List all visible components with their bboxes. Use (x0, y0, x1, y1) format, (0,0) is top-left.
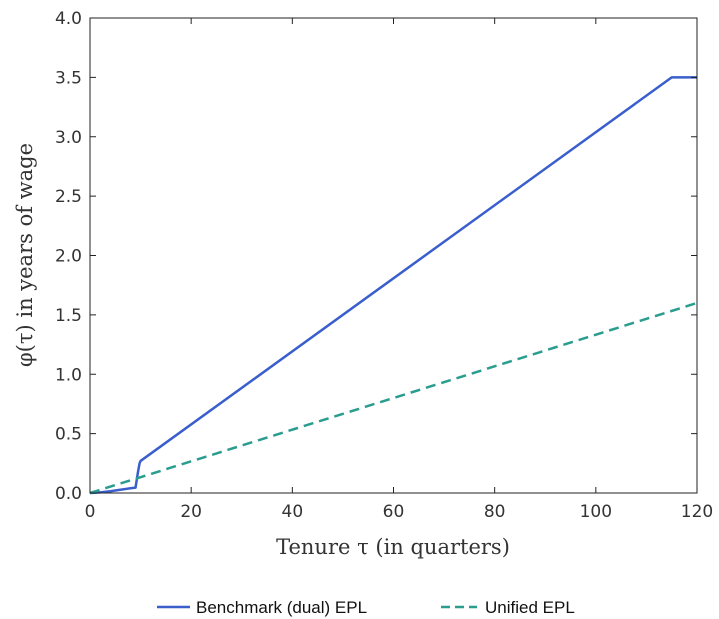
x-axis-title: Tenure τ (in quarters) (276, 535, 510, 559)
x-tick-label: 100 (580, 502, 612, 522)
series-line-benchmark (89, 76, 697, 495)
y-tick-label: 0.5 (55, 425, 82, 445)
x-tick-label: 0 (85, 502, 96, 522)
legend: Benchmark (dual) EPL Unified EPL (157, 598, 575, 617)
y-tick-label: 2.5 (55, 187, 82, 207)
x-axis: 0 20 40 60 80 100 120 (85, 18, 713, 522)
y-tick-label: 3.5 (55, 68, 82, 88)
x-tick-label: 120 (681, 502, 713, 522)
legend-label-unified: Unified EPL (485, 598, 575, 617)
y-tick-label: 4.0 (55, 9, 82, 29)
x-tick-label: 40 (282, 502, 304, 522)
y-tick-label: 0.0 (55, 484, 82, 504)
y-tick-label: 3.0 (55, 128, 82, 148)
y-axis: 0.0 0.5 1.0 1.5 2.0 2.5 3.0 3.5 4.0 (55, 9, 697, 504)
y-tick-label: 1.5 (55, 306, 82, 326)
y-tick-label: 1.0 (55, 365, 82, 385)
x-tick-label: 60 (383, 502, 405, 522)
legend-label-benchmark: Benchmark (dual) EPL (196, 598, 367, 617)
x-tick-label: 80 (484, 502, 506, 522)
x-tick-label: 20 (180, 502, 202, 522)
y-tick-label: 2.0 (55, 247, 82, 267)
y-axis-title: φ(τ) in years of wage (13, 143, 37, 367)
plot-frame (89, 17, 698, 494)
series-line-unified (89, 301, 698, 495)
series-layer (89, 76, 698, 495)
